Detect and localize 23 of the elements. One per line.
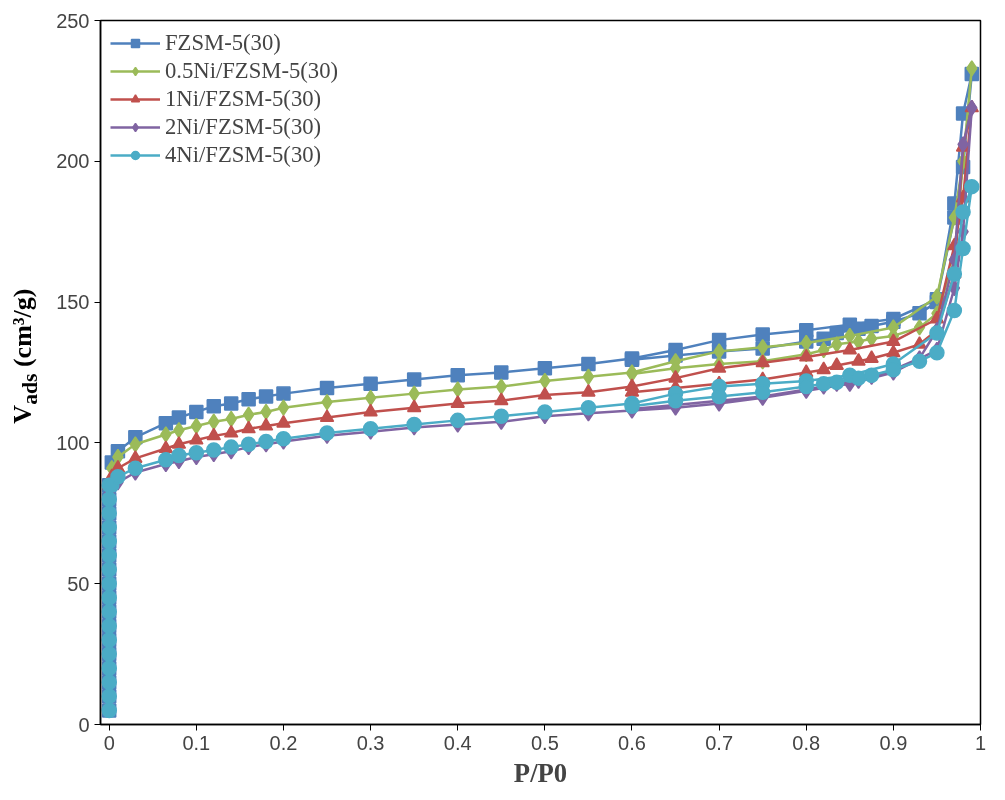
x-tick-label: 0.8 [792, 731, 821, 754]
x-tick-label: 0.6 [618, 731, 646, 754]
x-tick-label: 0.3 [356, 731, 385, 754]
y-tick-label: 200 [56, 150, 90, 173]
x-tick-label: 0 [103, 731, 115, 754]
y-tick-label: 150 [56, 291, 90, 314]
legend-label: 2Ni/FZSM-5(30) [165, 114, 322, 140]
y-tick-label: 250 [56, 9, 90, 32]
x-tick-label: 0.1 [182, 731, 211, 754]
legend-label: FZSM-5(30) [165, 30, 281, 56]
x-tick-label: 0.2 [269, 731, 298, 754]
x-axis-title: P/P0 [513, 757, 568, 788]
x-tick-label: 0.9 [879, 731, 908, 754]
legend-label: 4Ni/FZSM-5(30) [165, 142, 322, 168]
legend-label: 0.5Ni/FZSM-5(30) [165, 58, 339, 84]
x-tick-label: 0.4 [443, 731, 472, 754]
y-tick-label: 50 [67, 572, 90, 595]
legend-label: 1Ni/FZSM-5(30) [165, 86, 322, 112]
y-tick-label: 0 [78, 713, 90, 736]
x-tick-label: 0.5 [530, 731, 559, 754]
x-tick-label: 1 [974, 731, 987, 754]
y-tick-label: 100 [56, 431, 90, 454]
x-tick-label: 0.7 [705, 731, 734, 754]
